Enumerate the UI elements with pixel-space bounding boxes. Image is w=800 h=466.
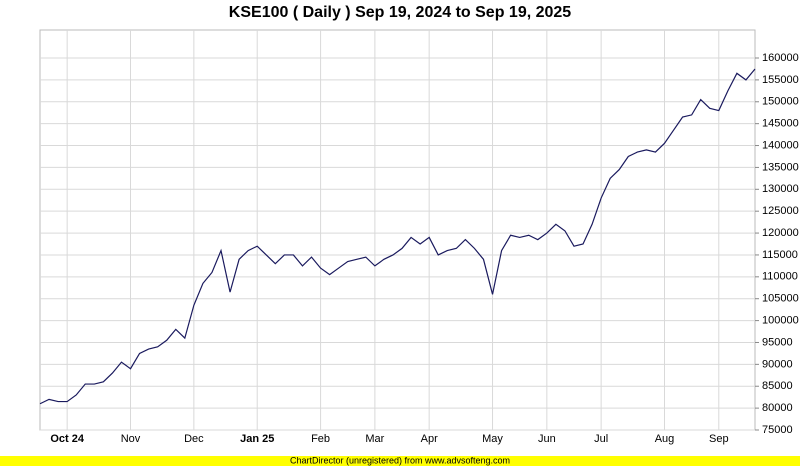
y-tick-label: 130000 <box>762 183 799 195</box>
y-tick-label: 85000 <box>762 380 793 392</box>
x-tick-label: Feb <box>311 433 330 445</box>
footer: ChartDirector (unregistered) from www.ad… <box>290 455 510 465</box>
y-tick-label: 100000 <box>762 314 799 326</box>
chart-title: KSE100 ( Daily ) Sep 19, 2024 to Sep 19,… <box>229 4 572 21</box>
x-tick-label: Nov <box>121 433 141 445</box>
plot-area <box>39 29 756 431</box>
y-tick-label: 140000 <box>762 139 799 151</box>
y-tick-label: 120000 <box>762 227 799 239</box>
y-tick-label: 90000 <box>762 358 793 370</box>
footer-bar <box>0 456 800 466</box>
x-tick-label: Dec <box>184 433 204 445</box>
x-tick-label: Jan 25 <box>240 433 274 445</box>
y-tick-label: 135000 <box>762 161 799 173</box>
y-tick-label: 110000 <box>762 271 798 283</box>
x-tick-label: Oct 24 <box>50 433 85 445</box>
y-tick-label: 160000 <box>762 52 799 64</box>
y-tick-label: 105000 <box>762 293 799 305</box>
y-tick-label: 80000 <box>762 402 793 414</box>
y-tick-label: 145000 <box>762 118 799 130</box>
x-tick-label: May <box>482 433 503 445</box>
y-tick-label: 150000 <box>762 96 799 108</box>
x-tick-label: Apr <box>421 433 438 445</box>
y-tick-label: 75000 <box>762 424 793 436</box>
y-tick-label: 95000 <box>762 336 793 348</box>
x-tick-label: Jun <box>538 433 556 445</box>
y-tick-label: 125000 <box>762 205 799 217</box>
x-tick-label: Sep <box>709 433 729 445</box>
y-tick-label: 115000 <box>762 249 798 261</box>
x-tick-label: Jul <box>594 433 608 445</box>
y-tick-label: 155000 <box>762 74 799 86</box>
x-tick-label: Mar <box>365 433 384 445</box>
x-tick-label: Aug <box>655 433 675 445</box>
line-series <box>39 68 756 405</box>
